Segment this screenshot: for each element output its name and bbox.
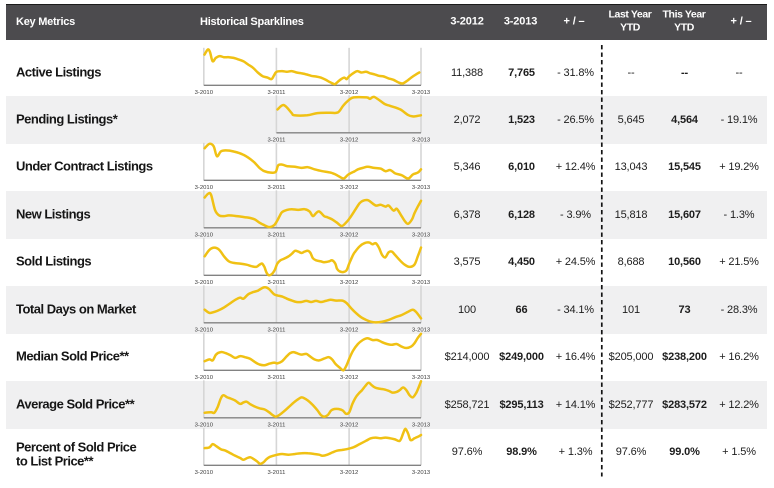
svg-text:3-2013: 3-2013 (412, 375, 431, 381)
svg-text:3-2010: 3-2010 (195, 328, 214, 334)
svg-text:3-2013: 3-2013 (412, 470, 431, 476)
svg-text:3-2012: 3-2012 (340, 423, 358, 429)
svg-text:3-2012: 3-2012 (340, 470, 358, 476)
svg-text:3-2011: 3-2011 (267, 233, 285, 239)
svg-text:3-2011: 3-2011 (267, 470, 285, 476)
svg-text:3-2011: 3-2011 (267, 90, 285, 96)
svg-text:3-2013: 3-2013 (412, 328, 431, 334)
svg-text:3-2012: 3-2012 (340, 185, 358, 191)
svg-text:3-2012: 3-2012 (340, 233, 358, 239)
svg-text:3-2013: 3-2013 (412, 185, 431, 191)
svg-text:3-2012: 3-2012 (340, 138, 358, 144)
svg-text:3-2013: 3-2013 (412, 138, 431, 144)
svg-text:3-2011: 3-2011 (267, 375, 285, 381)
svg-text:3-2013: 3-2013 (412, 90, 431, 96)
svg-text:3-2012: 3-2012 (340, 375, 358, 381)
svg-text:3-2011: 3-2011 (267, 138, 285, 144)
svg-text:3-2011: 3-2011 (267, 185, 285, 191)
svg-text:3-2013: 3-2013 (412, 280, 431, 286)
svg-text:3-2011: 3-2011 (267, 328, 285, 334)
svg-text:3-2011: 3-2011 (267, 280, 285, 286)
svg-text:3-2013: 3-2013 (412, 423, 431, 429)
svg-text:3-2013: 3-2013 (412, 233, 431, 239)
svg-text:3-2010: 3-2010 (195, 233, 214, 239)
svg-text:3-2010: 3-2010 (195, 280, 214, 286)
svg-text:3-2010: 3-2010 (195, 185, 214, 191)
svg-text:3-2012: 3-2012 (340, 90, 358, 96)
svg-text:3-2012: 3-2012 (340, 328, 358, 334)
svg-text:3-2010: 3-2010 (195, 375, 214, 381)
svg-text:3-2011: 3-2011 (267, 423, 285, 429)
svg-text:3-2010: 3-2010 (195, 423, 214, 429)
svg-text:3-2010: 3-2010 (195, 470, 214, 476)
svg-text:3-2012: 3-2012 (340, 280, 358, 286)
svg-text:3-2010: 3-2010 (195, 90, 214, 96)
